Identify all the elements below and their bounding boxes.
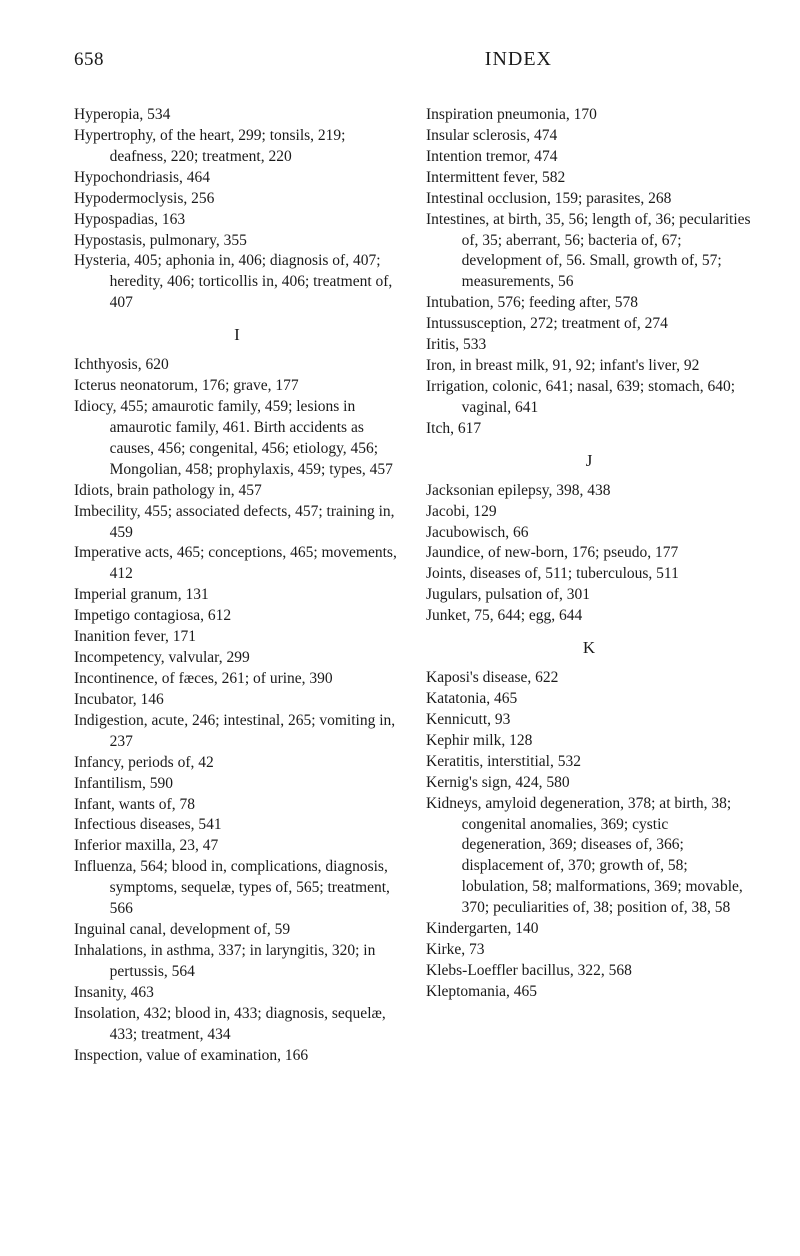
index-entry: Imperial granum, 131 [74, 585, 400, 606]
page: 658 INDEX Hyperopia, 534Hypertrophy, of … [0, 0, 800, 1256]
index-entry: Kirke, 73 [426, 940, 752, 961]
index-entry: Kernig's sign, 424, 580 [426, 773, 752, 794]
index-entry: Intestinal occlusion, 159; parasites, 26… [426, 189, 752, 210]
index-entry: Itch, 617 [426, 419, 752, 440]
index-entry: Junket, 75, 644; egg, 644 [426, 606, 752, 627]
index-entry: Hypospadias, 163 [74, 210, 400, 231]
index-entry: Inanition fever, 171 [74, 627, 400, 648]
index-entry: Jaundice, of new-born, 176; pseudo, 177 [426, 543, 752, 564]
right-column: Inspiration pneumonia, 170Insular sclero… [426, 105, 752, 1067]
index-entry: Inspection, value of examination, 166 [74, 1046, 400, 1067]
index-entry: Iron, in breast milk, 91, 92; infant's l… [426, 356, 752, 377]
index-entry: Influenza, 564; blood in, complications,… [74, 857, 400, 920]
index-entry: Kephir milk, 128 [426, 731, 752, 752]
index-entry: Jacksonian epilepsy, 398, 438 [426, 481, 752, 502]
index-entry: Intention tremor, 474 [426, 147, 752, 168]
page-header: 658 INDEX [74, 48, 752, 71]
index-entry: Intussusception, 272; treatment of, 274 [426, 314, 752, 335]
index-entry: Infectious diseases, 541 [74, 815, 400, 836]
index-entry: Incubator, 146 [74, 690, 400, 711]
index-entry: Imperative acts, 465; conceptions, 465; … [74, 543, 400, 585]
index-entry: Intestines, at birth, 35, 56; length of,… [426, 210, 752, 294]
left-column: Hyperopia, 534Hypertrophy, of the heart,… [74, 105, 400, 1067]
index-entry: Iritis, 533 [426, 335, 752, 356]
index-entry: Infantilism, 590 [74, 774, 400, 795]
index-entry: Inspiration pneumonia, 170 [426, 105, 752, 126]
index-entry: Hypochondriasis, 464 [74, 168, 400, 189]
index-entry: Intubation, 576; feeding after, 578 [426, 293, 752, 314]
index-entry: Jacubowisch, 66 [426, 523, 752, 544]
index-entry: Klebs-Loeffler bacillus, 322, 568 [426, 961, 752, 982]
index-entry: Irrigation, colonic, 641; nasal, 639; st… [426, 377, 752, 419]
index-entry: Imbecility, 455; associated defects, 457… [74, 502, 400, 544]
index-entry: Keratitis, interstitial, 532 [426, 752, 752, 773]
index-entry: Indigestion, acute, 246; intestinal, 265… [74, 711, 400, 753]
index-entry: Idiots, brain pathology in, 457 [74, 481, 400, 502]
index-entry: Idiocy, 455; amaurotic family, 459; lesi… [74, 397, 400, 481]
index-entry: Kennicutt, 93 [426, 710, 752, 731]
index-entry: Intermittent fever, 582 [426, 168, 752, 189]
index-entry: Inferior maxilla, 23, 47 [74, 836, 400, 857]
index-entry: Insolation, 432; blood in, 433; diagnosi… [74, 1004, 400, 1046]
index-entry: Kidneys, amyloid degeneration, 378; at b… [426, 794, 752, 920]
section-letter: J [426, 450, 752, 473]
index-entry: Jacobi, 129 [426, 502, 752, 523]
index-entry: Infancy, periods of, 42 [74, 753, 400, 774]
page-number: 658 [74, 49, 104, 71]
section-letter: I [74, 324, 400, 347]
index-entry: Hypodermoclysis, 256 [74, 189, 400, 210]
index-entry: Kaposi's disease, 622 [426, 668, 752, 689]
index-entry: Kleptomania, 465 [426, 982, 752, 1003]
index-entry: Insular sclerosis, 474 [426, 126, 752, 147]
index-entry: Katatonia, 465 [426, 689, 752, 710]
index-entry: Kindergarten, 140 [426, 919, 752, 940]
index-columns: Hyperopia, 534Hypertrophy, of the heart,… [74, 105, 752, 1067]
index-entry: Inhalations, in asthma, 337; in laryngit… [74, 941, 400, 983]
index-entry: Incontinence, of fæces, 261; of urine, 3… [74, 669, 400, 690]
index-entry: Jugulars, pulsation of, 301 [426, 585, 752, 606]
index-entry: Impetigo contagiosa, 612 [74, 606, 400, 627]
index-entry: Joints, diseases of, 511; tuberculous, 5… [426, 564, 752, 585]
section-letter: K [426, 637, 752, 660]
index-entry: Infant, wants of, 78 [74, 795, 400, 816]
index-entry: Hypostasis, pulmonary, 355 [74, 231, 400, 252]
index-entry: Ichthyosis, 620 [74, 355, 400, 376]
index-entry: Incompetency, valvular, 299 [74, 648, 400, 669]
page-title: INDEX [485, 48, 552, 71]
index-entry: Icterus neonatorum, 176; grave, 177 [74, 376, 400, 397]
index-entry: Hyperopia, 534 [74, 105, 400, 126]
index-entry: Hypertrophy, of the heart, 299; tonsils,… [74, 126, 400, 168]
index-entry: Hysteria, 405; aphonia in, 406; diagnosi… [74, 251, 400, 314]
index-entry: Inguinal canal, development of, 59 [74, 920, 400, 941]
index-entry: Insanity, 463 [74, 983, 400, 1004]
